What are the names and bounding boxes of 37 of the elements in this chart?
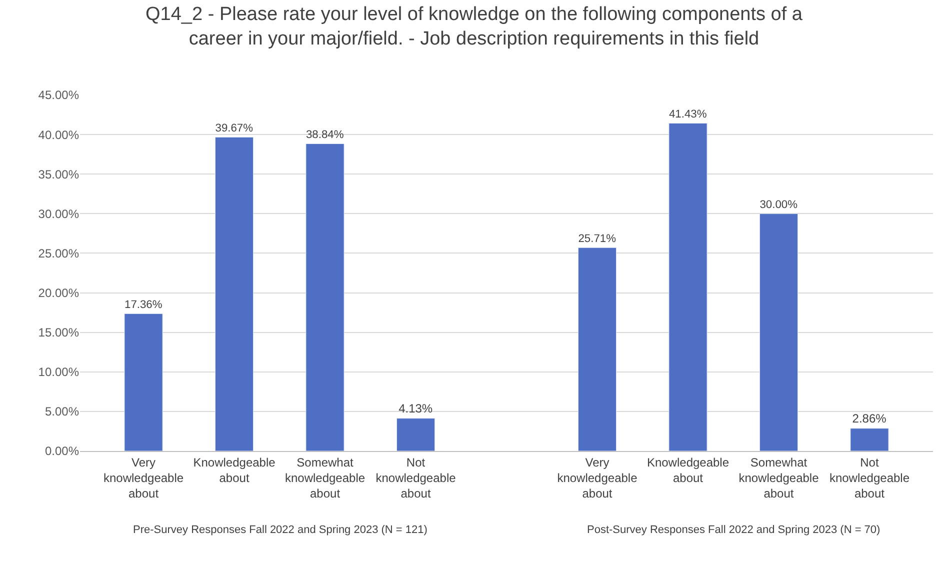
bar xyxy=(759,213,798,451)
x-tick-label: Not knowledgeable about xyxy=(376,455,456,501)
x-tick-label: Somewhat knowledgeable about xyxy=(284,455,366,501)
data-label: 41.43% xyxy=(668,108,707,120)
y-tick-label: 10.00% xyxy=(38,365,80,380)
x-tick-label: Very knowledgeable about xyxy=(103,455,184,501)
x-tick-label: Somewhat knowledgeable about xyxy=(738,455,820,501)
y-tick-label: 0.00% xyxy=(44,444,80,458)
chart-title: Q14_2 - Please rate your level of knowledge on the following components of a career in your major/field. - Job description requirements in this field xyxy=(146,4,803,50)
x-tick-label: Knowledgeable about xyxy=(646,455,730,485)
x-tick-label: Knowledgeable about xyxy=(193,455,276,485)
data-label: 25.71% xyxy=(578,232,616,245)
y-tick-label: 15.00% xyxy=(38,326,80,340)
data-label: 38.84% xyxy=(306,128,344,141)
bar xyxy=(578,247,617,451)
bar xyxy=(124,313,163,451)
text: Pre-Survey Responses Fall 2022 and Spring 2023 (N = 121) xyxy=(133,524,428,536)
y-tick-label: 35.00% xyxy=(38,167,80,182)
bar xyxy=(214,136,254,451)
y-tick-label: 45.00% xyxy=(38,88,80,102)
text: Post-Survey Responses Fall 2022 and Spring 2023 (N = 70) xyxy=(587,524,880,536)
bar xyxy=(306,143,344,451)
data-label: 30.00% xyxy=(760,198,798,211)
y-tick-label: 40.00% xyxy=(38,128,80,142)
y-tick-label: 30.00% xyxy=(38,206,80,221)
data-label: 4.13% xyxy=(398,401,433,416)
bar xyxy=(850,428,889,451)
y-tick-label: 25.00% xyxy=(38,246,80,260)
x-tick-label: Very knowledgeable about xyxy=(557,455,638,501)
bar xyxy=(396,418,436,451)
y-tick-label: 5.00% xyxy=(44,404,80,419)
y-tick-label: 20.00% xyxy=(38,286,80,300)
data-label: 17.36% xyxy=(124,298,162,311)
data-label: 2.86% xyxy=(852,411,887,426)
bar xyxy=(668,122,708,451)
data-label: 39.67% xyxy=(215,122,254,134)
x-tick-label: Not knowledgeable about xyxy=(829,455,910,501)
